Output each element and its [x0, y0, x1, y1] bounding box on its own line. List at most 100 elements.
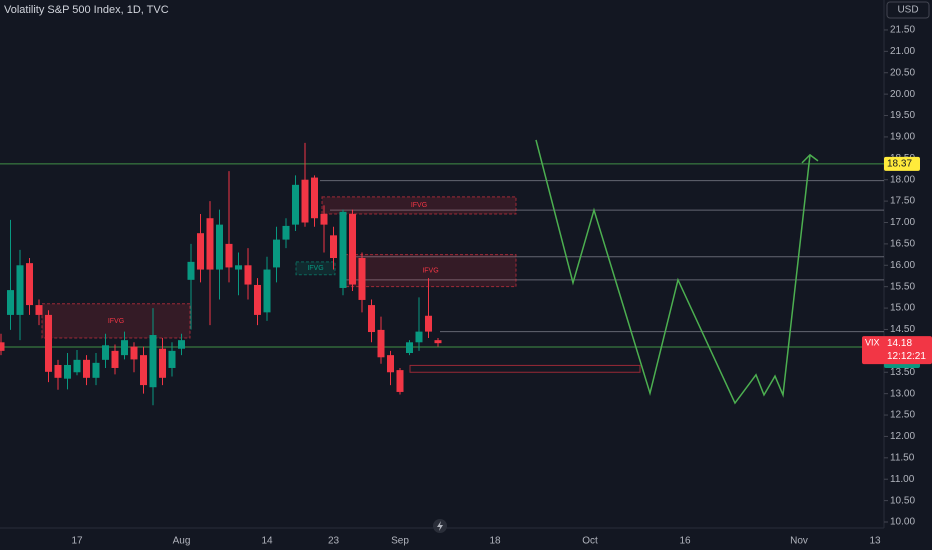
y-tick-label: 10.50 [890, 495, 915, 506]
x-tick-label: 23 [328, 536, 340, 547]
candle-body [235, 265, 242, 270]
candle-body [330, 235, 337, 259]
candle-body [121, 340, 128, 356]
y-tick-label: 15.50 [890, 281, 915, 292]
candle-body [254, 284, 261, 315]
y-tick-label: 19.50 [890, 110, 915, 121]
y-tick-label: 14.50 [890, 324, 915, 335]
x-tick-label: 18 [489, 536, 501, 547]
candle-body [149, 335, 157, 388]
zone-box [409, 364, 641, 373]
candle-body [339, 211, 347, 288]
candle-body [0, 342, 5, 351]
currency-button[interactable] [886, 1, 930, 19]
y-tick-label: 11.00 [890, 474, 915, 485]
candle-body [178, 340, 185, 349]
candle-body [282, 225, 290, 240]
y-tick-label: 12.00 [890, 431, 915, 442]
price-mark [884, 156, 920, 171]
y-tick-label: 15.00 [890, 303, 915, 314]
x-tick-label: Nov [790, 536, 808, 547]
candle-body [415, 331, 423, 343]
countdown: 12:12:21 [887, 351, 926, 362]
candle-body [425, 315, 432, 332]
candle-body [244, 265, 252, 285]
candle-body [168, 350, 176, 368]
projection-arrow [801, 153, 819, 164]
zone-label: IFVG [422, 267, 438, 274]
zone-box [41, 303, 191, 339]
y-tick-label: 16.00 [890, 260, 915, 271]
candle-body [159, 348, 166, 378]
x-tick-label: 13 [869, 536, 881, 547]
last-price-label: 14.18 [887, 338, 912, 349]
x-tick-label: 17 [71, 536, 83, 547]
y-tick-label: 17.00 [890, 217, 915, 228]
candle-body [83, 359, 90, 378]
y-tick-label: 21.00 [890, 46, 915, 57]
candle-body [16, 265, 24, 315]
y-tick-label: 11.50 [890, 452, 915, 463]
y-tick-label: 20.50 [890, 67, 915, 78]
candle-body [406, 342, 413, 353]
candle-body [54, 364, 62, 378]
candle-body [187, 261, 195, 280]
candle-body [377, 329, 385, 358]
y-tick-label: 10.00 [890, 517, 915, 528]
candle-body [111, 350, 119, 368]
y-tick-label: 17.50 [890, 196, 915, 207]
candle-body [102, 345, 109, 360]
plot: IFVG IFVG IFVG IFVG [0, 139, 884, 406]
y-tick-label: 13.50 [890, 367, 915, 378]
candle-body [197, 233, 204, 270]
x-tick-label: 16 [679, 536, 691, 547]
candle-body [140, 355, 147, 386]
currency: USD [897, 5, 918, 16]
candle-body [35, 305, 43, 315]
y-tick-label: 12.50 [890, 410, 915, 421]
candle-body [216, 224, 223, 270]
candle-body [320, 213, 328, 225]
candle-body [64, 364, 71, 379]
zone-box [321, 196, 517, 215]
candle-body [311, 177, 318, 219]
zone-label: IFVG [108, 318, 124, 325]
candle-body [368, 305, 375, 333]
candle-body [434, 340, 442, 344]
candle-body [349, 213, 356, 285]
x-tick-label: Oct [582, 536, 598, 547]
candle-body [396, 370, 404, 392]
candle-body [130, 346, 138, 360]
candle-body [92, 362, 100, 378]
price-mark-label: 18.37 [887, 159, 912, 170]
last-price-symbol: VIX [865, 338, 880, 348]
y-tick-label: 20.00 [890, 89, 915, 100]
candle-body [301, 179, 309, 223]
candle-body [26, 263, 33, 306]
y-tick-label: 16.50 [890, 239, 915, 250]
candle-body [45, 314, 52, 372]
zone-box [295, 261, 336, 276]
last-price-tag [862, 336, 932, 365]
y-tick-label: 18.00 [890, 174, 915, 185]
projection-line [535, 139, 811, 405]
x-tick-label: Aug [173, 536, 191, 547]
candle-body [73, 359, 81, 373]
chart-title: Volatility S&P 500 Index, 1D, TVC [4, 4, 169, 16]
candle-body [206, 218, 214, 270]
y-tick-label: 19.00 [890, 132, 915, 143]
candle-body [292, 184, 299, 225]
candle-body [358, 258, 366, 300]
x-tick-label: Sep [391, 536, 409, 547]
candle-body [7, 290, 14, 315]
candle-body [273, 239, 280, 268]
candle-body [225, 243, 233, 268]
zone-box [344, 254, 517, 288]
candle-body [387, 355, 394, 373]
x-tick-label: 14 [261, 536, 273, 547]
candle-body [263, 269, 271, 313]
y-tick-label: 21.50 [890, 25, 915, 36]
zone-label: IFVG [411, 202, 427, 209]
